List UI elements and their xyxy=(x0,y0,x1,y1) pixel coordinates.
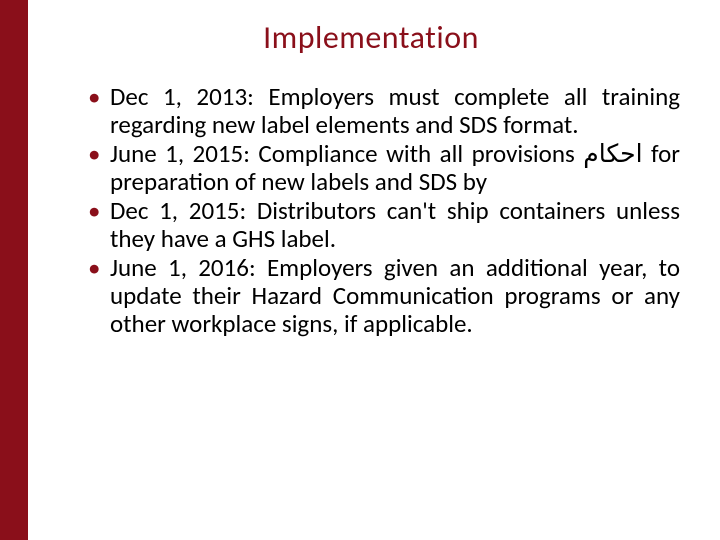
slide-content: Implementation Dec 1, 2013: Employers mu… xyxy=(28,0,720,540)
bullet-text: June 1, 2016: Employers given an additio… xyxy=(110,252,680,339)
list-item: Dec 1, 2013: Employers must complete all… xyxy=(82,83,680,139)
bullet-text: Dec 1, 2013: Employers must complete all… xyxy=(110,81,680,140)
list-item: June 1, 2016: Employers given an additio… xyxy=(82,254,680,338)
bullet-text: Dec 1, 2015: Distributors can't ship con… xyxy=(110,195,680,254)
list-item: June 1, 2015: Compliance with all provis… xyxy=(82,140,680,196)
bullet-text: June 1, 2015: Compliance with all provis… xyxy=(110,138,680,197)
bullet-list: Dec 1, 2013: Employers must complete all… xyxy=(82,83,680,338)
left-sidebar xyxy=(0,0,28,540)
slide-title: Implementation xyxy=(62,18,680,57)
list-item: Dec 1, 2015: Distributors can't ship con… xyxy=(82,197,680,253)
